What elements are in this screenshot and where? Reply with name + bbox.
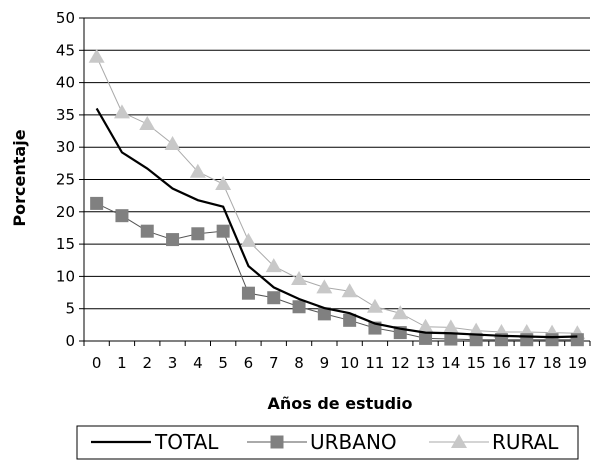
data-point-rural: [291, 270, 308, 285]
data-point-rural: [417, 318, 434, 333]
x-tick-label: 6: [244, 354, 254, 372]
x-tick-label: 5: [218, 354, 228, 372]
x-tick-label: 11: [365, 354, 384, 372]
legend-label-total: TOTAL: [154, 430, 219, 454]
y-tick-label: 25: [56, 171, 75, 189]
legend-label-rural: RURAL: [492, 430, 559, 454]
x-tick-label: 1: [117, 354, 127, 372]
series-line-total: [95, 107, 578, 339]
data-point-urbano: [216, 224, 230, 238]
x-tick-label: 13: [416, 354, 435, 372]
x-tick-label: 12: [391, 354, 410, 372]
y-tick-label: 45: [56, 41, 75, 59]
x-tick-label: 7: [269, 354, 279, 372]
data-point-urbano: [520, 333, 534, 347]
data-point-urbano: [343, 313, 357, 327]
data-point-rural: [392, 305, 409, 320]
legend: TOTAL URBANO RURAL: [76, 425, 579, 460]
data-point-urbano: [241, 286, 255, 300]
data-point-rural: [189, 163, 206, 178]
data-point-rural: [442, 319, 459, 334]
data-point-rural: [139, 115, 156, 130]
x-tick-label: 18: [543, 354, 562, 372]
y-tick-label: 35: [56, 106, 75, 124]
x-tick-label: 4: [193, 354, 203, 372]
data-point-urbano: [292, 300, 306, 314]
data-point-rural: [113, 104, 130, 119]
series-rural: [88, 48, 586, 340]
x-tick-label: 19: [568, 354, 587, 372]
grid: [79, 17, 590, 342]
data-point-rural: [164, 135, 181, 150]
data-point-urbano: [317, 307, 331, 321]
data-point-rural: [88, 48, 105, 63]
series-urbano: [90, 196, 584, 347]
x-tick-label: 3: [168, 354, 178, 372]
data-point-rural: [316, 279, 333, 294]
data-point-urbano: [570, 333, 584, 347]
data-point-rural: [215, 176, 232, 191]
data-point-rural: [265, 258, 282, 273]
x-tick-label: 9: [320, 354, 330, 372]
y-tick-label: 15: [56, 235, 75, 253]
data-point-rural: [341, 283, 358, 298]
data-point-urbano: [115, 209, 129, 223]
x-tick-label: 14: [441, 354, 460, 372]
series-group: [88, 48, 586, 347]
data-point-urbano: [267, 291, 281, 305]
y-tick-label: 30: [56, 138, 75, 156]
legend-marker-rural: [451, 434, 467, 448]
y-tick-label: 40: [56, 74, 75, 92]
axes: [83, 18, 591, 346]
x-tick-label: 16: [492, 354, 511, 372]
data-point-urbano: [444, 332, 458, 346]
data-point-urbano: [191, 227, 205, 241]
y-tick-label: 10: [56, 267, 75, 285]
series-total: [95, 107, 578, 339]
data-point-urbano: [545, 333, 559, 347]
y-tick-label: 50: [56, 9, 75, 27]
data-point-urbano: [419, 331, 433, 345]
x-tick-label: 2: [142, 354, 152, 372]
data-point-rural: [366, 298, 383, 313]
y-tick-label: 5: [65, 300, 75, 318]
legend-label-urbano: URBANO: [310, 430, 397, 454]
x-tick-label: 10: [340, 354, 359, 372]
series-line-urbano: [96, 202, 578, 341]
x-tick-label: 8: [294, 354, 304, 372]
data-point-urbano: [140, 224, 154, 238]
data-point-rural: [468, 322, 485, 337]
data-point-urbano: [469, 333, 483, 347]
data-point-rural: [240, 232, 257, 247]
data-point-urbano: [90, 196, 104, 210]
y-tick-label: 20: [56, 203, 75, 221]
x-tick-label: 17: [517, 354, 536, 372]
y-axis-title: Porcentaje: [10, 129, 29, 226]
legend-marker-urbano: [270, 435, 284, 449]
x-tick-label: 0: [92, 354, 102, 372]
data-point-urbano: [166, 233, 180, 247]
series-line-rural: [96, 56, 578, 334]
x-axis-title: Años de estudio: [267, 394, 412, 413]
x-tick-label: 15: [467, 354, 486, 372]
y-tick-label: 0: [65, 332, 75, 350]
